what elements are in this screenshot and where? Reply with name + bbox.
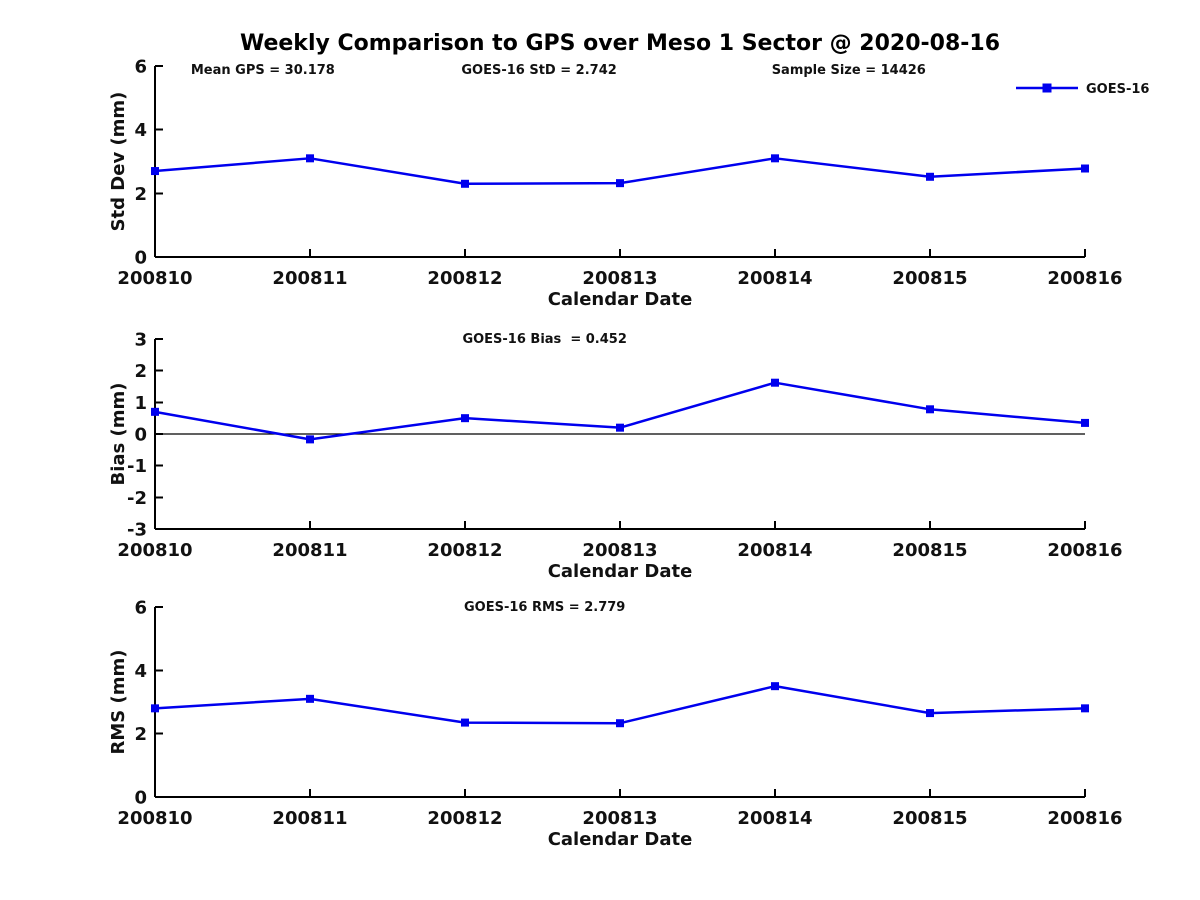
legend-marker-icon — [1042, 83, 1052, 93]
data-point-marker — [616, 423, 624, 432]
subplot-stddev: 0 2 4 6 200810 200811 200812 200813 200814 200815… — [108, 57, 1123, 311]
x-tick-label: 200813 — [582, 808, 657, 829]
x-tick-label: 200812 — [427, 808, 502, 829]
x-tick-label: 200814 — [737, 808, 812, 829]
x-tick-label: 200812 — [427, 268, 502, 289]
x-tick-label: 200811 — [272, 540, 347, 561]
subplot-bias: -3 -2 -1 0 1 2 3 200810 200811 200812 200813 200814… — [108, 330, 1123, 583]
stat-annotation: GOES-16 StD = 2.742 — [461, 63, 616, 78]
legend: GOES-16 — [1016, 82, 1149, 97]
data-point-marker — [461, 718, 469, 727]
data-point-marker — [771, 154, 779, 163]
data-point-marker — [926, 405, 934, 414]
data-point-marker — [771, 682, 779, 691]
stat-annotation: GOES-16 RMS = 2.779 — [464, 600, 625, 615]
y-tick-label: 1 — [134, 393, 147, 414]
x-tick-label: 200815 — [892, 808, 967, 829]
x-tick-label: 200811 — [272, 808, 347, 829]
data-point-marker — [461, 179, 469, 188]
y-tick-label: 3 — [134, 330, 147, 351]
x-tick-label: 200815 — [892, 268, 967, 289]
legend-label: GOES-16 — [1086, 82, 1149, 97]
y-tick-label: 6 — [134, 598, 147, 619]
data-point-marker — [306, 694, 314, 703]
x-tick-label: 200816 — [1047, 268, 1122, 289]
x-axis-label: Calendar Date — [548, 289, 693, 310]
data-point-marker — [616, 719, 624, 728]
data-point-marker — [306, 154, 314, 163]
data-point-marker — [151, 167, 159, 176]
y-tick-label: 0 — [134, 425, 147, 446]
x-tick-label: 200815 — [892, 540, 967, 561]
data-point-marker — [151, 704, 159, 713]
y-tick-label: -3 — [127, 520, 147, 541]
data-point-marker — [771, 378, 779, 387]
x-tick-label: 200810 — [117, 268, 192, 289]
data-point-marker — [926, 709, 934, 718]
x-tick-label: 200814 — [737, 268, 812, 289]
x-tick-label: 200813 — [582, 540, 657, 561]
y-tick-label: 4 — [134, 661, 147, 682]
y-axis-label: RMS (mm) — [108, 650, 129, 755]
x-tick-label: 200810 — [117, 540, 192, 561]
x-tick-label: 200812 — [427, 540, 502, 561]
y-tick-label: 2 — [134, 184, 147, 205]
stat-annotation: GOES-16 Bias = 0.452 — [462, 332, 626, 347]
x-tick-label: 200816 — [1047, 540, 1122, 561]
data-point-marker — [1081, 164, 1089, 173]
data-point-marker — [1081, 418, 1089, 427]
y-tick-label: 0 — [134, 788, 147, 809]
data-point-marker — [306, 435, 314, 444]
data-point-marker — [616, 179, 624, 188]
x-tick-label: 200814 — [737, 540, 812, 561]
x-axis-label: Calendar Date — [548, 561, 693, 582]
x-tick-label: 200811 — [272, 268, 347, 289]
y-tick-label: 6 — [134, 57, 147, 78]
data-point-marker — [1081, 704, 1089, 713]
y-tick-label: -1 — [127, 456, 147, 477]
y-tick-label: 4 — [134, 120, 147, 141]
y-tick-label: 2 — [134, 361, 147, 382]
data-point-marker — [151, 407, 159, 416]
figure-title: Weekly Comparison to GPS over Meso 1 Sec… — [239, 31, 1001, 56]
x-tick-label: 200813 — [582, 268, 657, 289]
x-tick-label: 200816 — [1047, 808, 1122, 829]
y-axis-label: Bias (mm) — [108, 383, 129, 486]
data-point-marker — [926, 172, 934, 181]
x-axis-label: Calendar Date — [548, 829, 693, 850]
y-axis-label: Std Dev (mm) — [108, 92, 129, 232]
subplot-rms: 0 2 4 6 200810 200811 200812 200813 200814 200815… — [108, 598, 1123, 851]
series-line — [154, 684, 1086, 725]
stat-annotation: Sample Size = 14426 — [772, 63, 926, 78]
y-tick-label: -2 — [127, 488, 147, 509]
x-tick-label: 200810 — [117, 808, 192, 829]
data-point-marker — [461, 414, 469, 423]
y-tick-label: 2 — [134, 724, 147, 745]
stat-annotation: Mean GPS = 30.178 — [191, 63, 335, 78]
y-tick-label: 0 — [134, 248, 147, 269]
